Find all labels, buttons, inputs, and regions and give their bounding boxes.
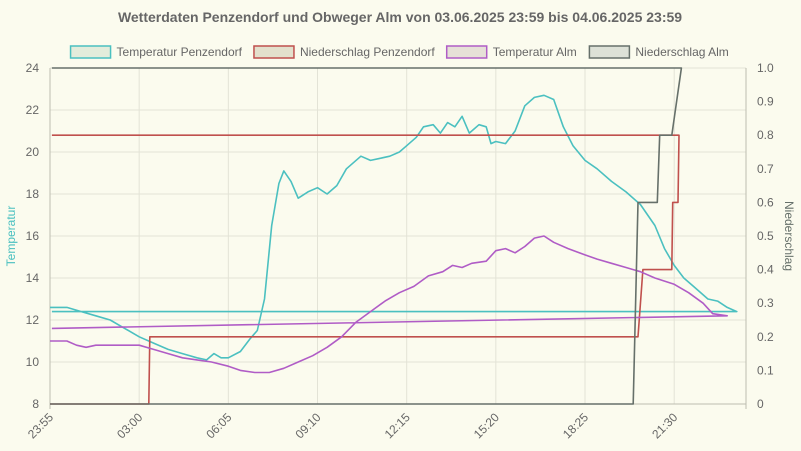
y-left-tick-label: 14: [26, 271, 40, 285]
x-tick-label: 21:30: [649, 410, 680, 441]
y-right-tick-label: 0.9: [757, 95, 774, 109]
legend-label: Temperatur Alm: [493, 45, 577, 59]
x-tick-label: 15:20: [471, 410, 502, 441]
series-line-3: [50, 235, 728, 374]
legend-item-3[interactable]: Temperatur Alm: [445, 45, 577, 59]
y-left-tick-label: 10: [26, 355, 40, 369]
x-tick-label: 12:15: [382, 410, 413, 441]
legend[interactable]: Temperatur Penzendorf Niederschlag Penzen…: [69, 45, 729, 59]
x-tick-label: 03:00: [114, 410, 145, 441]
grid: [49, 67, 747, 409]
chart-title: Wetterdaten Penzendorf und Obweger Alm v…: [118, 9, 682, 25]
x-tick-label: 18:25: [560, 410, 591, 441]
y-right-tick-label: 0.7: [757, 162, 774, 176]
legend-swatch: [445, 45, 488, 59]
series-line-1: [50, 94, 738, 361]
y-left-tick-label: 12: [26, 313, 40, 327]
y-left-tick-label: 8: [32, 397, 39, 411]
y-right-tick-label: 0.3: [757, 296, 774, 310]
x-tick-label: 23:55: [25, 410, 56, 441]
y-left-tick-label: 16: [26, 229, 40, 243]
y-right-tick-label: 0.1: [757, 363, 774, 377]
y-right-tick-label: 1.0: [757, 61, 774, 75]
legend-item-4[interactable]: Niederschlag Alm: [588, 45, 729, 59]
legend-label: Niederschlag Penzendorf: [300, 45, 435, 59]
legend-item-1[interactable]: Temperatur Penzendorf: [69, 45, 243, 59]
y-right-tick-label: 0.2: [757, 330, 774, 344]
legend-swatch: [253, 45, 295, 59]
legend-label: Temperatur Penzendorf: [117, 45, 243, 59]
y-right-ticks: 0 0.1 0.2 0.3 0.4 0.5 0.6 0.7 0.8 0.9 1.0: [757, 61, 774, 411]
y-right-tick-label: 0: [757, 397, 764, 411]
legend-label: Niederschlag Alm: [635, 45, 728, 59]
legend-item-2[interactable]: Niederschlag Penzendorf: [253, 45, 435, 59]
y-right-tick-label: 0.5: [757, 229, 774, 243]
series-line-2: [50, 134, 680, 405]
y-right-tick-label: 0.8: [757, 128, 774, 142]
y-axis-right-label: Niederschlag: [782, 201, 796, 271]
y-left-tick-label: 24: [26, 61, 40, 75]
y-left-tick-label: 22: [26, 103, 40, 117]
x-ticks: 23:55 03:00 06:05 09:10 12:15 15:20 18:25 21:30: [25, 410, 681, 441]
legend-swatch: [69, 45, 112, 59]
y-left-ticks: 8 10 12 14 16 18 20 22 24: [26, 61, 40, 411]
x-tick-label: 06:05: [203, 410, 234, 441]
y-right-tick-label: 0.6: [757, 195, 774, 209]
y-left-tick-label: 18: [26, 187, 40, 201]
y-axis-left-label: Temperatur: [4, 206, 18, 267]
series-lines: [50, 67, 738, 405]
y-right-tick-label: 0.4: [757, 263, 774, 277]
x-tick-label: 09:10: [292, 410, 323, 441]
legend-swatch: [588, 45, 631, 59]
y-left-tick-label: 20: [26, 145, 40, 159]
series-line-4: [50, 67, 683, 405]
